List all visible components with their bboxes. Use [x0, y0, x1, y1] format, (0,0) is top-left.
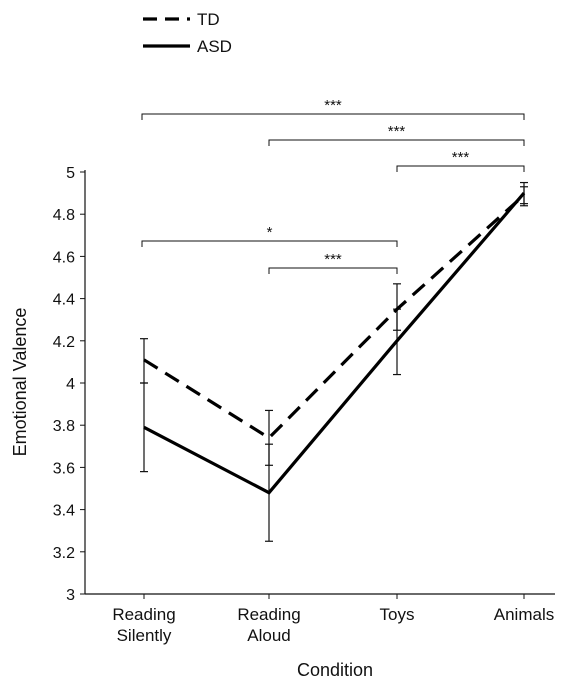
- y-tick-label: 3.8: [53, 418, 75, 435]
- significance-label: ***: [452, 149, 470, 166]
- y-tick-label: 3.2: [53, 545, 75, 562]
- series-line-td: [143, 194, 526, 440]
- y-tick-label: 4.4: [53, 292, 75, 309]
- significance-label: ***: [388, 123, 406, 140]
- x-tick-label: Animals: [494, 605, 554, 624]
- x-tick-label: Reading Aloud: [237, 605, 300, 645]
- x-axis-title: Condition: [297, 660, 373, 680]
- series-lines: [143, 192, 526, 495]
- x-tick-label: Toys: [380, 605, 415, 624]
- y-tick-label: 4: [66, 376, 75, 393]
- x-tick-label: Reading Silently: [112, 605, 175, 645]
- series-line-asd: [143, 192, 526, 495]
- y-tick-label: 5: [66, 165, 75, 182]
- error-bars: [140, 181, 528, 542]
- legend-label: TD: [197, 10, 220, 29]
- y-tick-label: 4.8: [53, 207, 75, 224]
- y-tick-label: 3.4: [53, 503, 75, 520]
- significance-label: *: [267, 224, 273, 241]
- significance-bracket: ***: [268, 251, 398, 274]
- legend-item-asd: ASD: [143, 37, 232, 56]
- significance-label: ***: [324, 251, 342, 268]
- legend-item-td: TD: [143, 10, 220, 29]
- axes: 3 3.2 3.4 3.6 3.8 4 4.2 4.4 4.6 4.8 5 Reading Silent…: [53, 165, 555, 645]
- significance-bracket: ***: [396, 149, 525, 172]
- significance-bracket: ***: [268, 123, 525, 146]
- significance-brackets: *************: [141, 97, 525, 274]
- significance-bracket: ***: [141, 97, 525, 120]
- legend: TD ASD: [143, 10, 232, 56]
- y-tick-label: 4.2: [53, 334, 75, 351]
- significance-label: ***: [324, 97, 342, 114]
- y-tick-label: 4.6: [53, 249, 75, 266]
- y-axis-title: Emotional Valence: [10, 308, 30, 457]
- significance-bracket: *: [141, 224, 398, 247]
- y-tick-label: 3.6: [53, 460, 75, 477]
- y-tick-label: 3: [66, 587, 75, 604]
- legend-label: ASD: [197, 37, 232, 56]
